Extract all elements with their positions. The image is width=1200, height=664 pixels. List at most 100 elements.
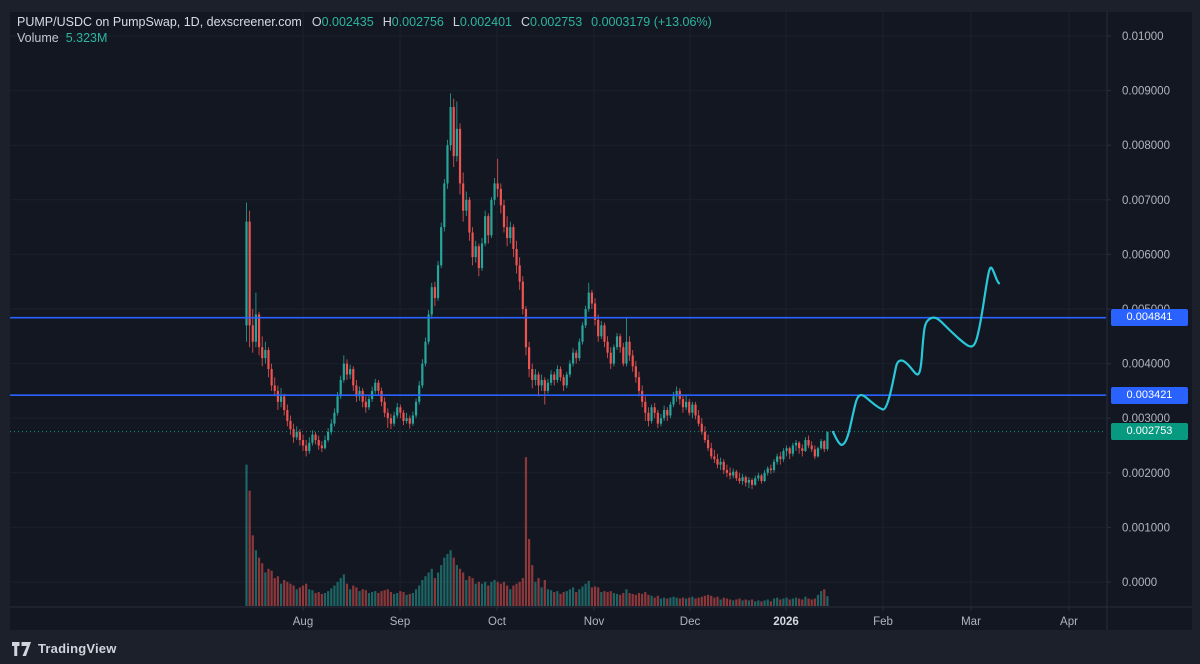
volume-bar — [458, 568, 462, 606]
volume-bar — [722, 597, 725, 606]
volume-bar — [725, 598, 729, 606]
volume-bar — [703, 595, 707, 606]
candle-body — [292, 429, 295, 438]
candle-body — [663, 410, 666, 419]
candle-body — [625, 341, 628, 364]
time-axis-scale[interactable]: Aug Sep Oct Nov Dec 2026 Feb Mar Apr — [293, 607, 1078, 628]
candle-body — [772, 461, 776, 471]
current-price-tag: 0.002753 — [1111, 423, 1188, 441]
candle-body — [744, 477, 747, 483]
volume-bar — [713, 597, 716, 606]
candle-body — [813, 449, 816, 457]
candle-body — [392, 415, 396, 424]
candle-body — [374, 382, 377, 391]
volume-bar — [641, 593, 644, 606]
candle-body — [669, 404, 672, 416]
candle-body — [389, 418, 393, 424]
candle-body — [798, 442, 801, 449]
candle-body — [264, 349, 267, 359]
volume-bar — [471, 578, 474, 606]
tradingview-attribution[interactable]: TradingView — [12, 641, 117, 656]
candle-body — [587, 292, 590, 309]
ohlc-value: 0.002756 — [391, 15, 444, 29]
volume-value: 5.323M — [65, 31, 108, 45]
volume-bar — [571, 587, 575, 606]
volume-bar — [283, 579, 286, 606]
volume-bar — [308, 589, 311, 606]
legend-row-volume: Volume 5.323M — [17, 31, 712, 46]
volume-bar — [540, 587, 543, 606]
candle-body — [615, 336, 619, 348]
volume-bar — [292, 585, 295, 606]
candle-body — [295, 431, 298, 438]
price-chart-canvas[interactable]: 0.01000 0.009000 0.008000 0.007000 0.006000 0… — [10, 12, 1192, 630]
candle-body — [641, 390, 644, 402]
volume-bar — [556, 591, 559, 606]
candle-body — [788, 448, 791, 454]
volume-bar — [782, 598, 785, 606]
candles — [245, 93, 829, 490]
candle-body — [248, 221, 251, 326]
candle-body — [546, 382, 550, 391]
volume-bar — [788, 599, 791, 606]
volume-bar — [264, 572, 267, 606]
candle-body — [603, 325, 606, 342]
candle-body — [779, 456, 782, 460]
candle-body — [688, 401, 691, 413]
candle-body — [455, 128, 458, 157]
candle-body — [358, 390, 361, 397]
volume-bar — [320, 593, 323, 606]
candle-body — [314, 434, 317, 441]
candle-body — [653, 407, 656, 413]
candle-body — [436, 265, 440, 299]
candle-body — [619, 336, 622, 348]
volume-bar — [355, 587, 358, 606]
candle-body — [719, 461, 722, 465]
volume-bar — [493, 579, 496, 606]
volume-bar — [612, 592, 615, 606]
ohlc-key: L — [452, 15, 460, 29]
volume-bar — [706, 594, 710, 606]
candle-body — [311, 434, 314, 443]
volume-bar — [791, 598, 794, 606]
volume-bar — [750, 599, 754, 606]
volume-bar — [681, 597, 685, 606]
candle-body — [330, 423, 333, 432]
volume-bar — [747, 600, 750, 606]
candle-body — [757, 475, 760, 479]
volume-bar — [465, 579, 468, 606]
volume-bar — [490, 581, 493, 606]
volume-bar — [377, 592, 380, 606]
volume-bar — [383, 590, 386, 606]
projection-drawing-line[interactable] — [831, 266, 1001, 446]
candle-body — [559, 369, 562, 378]
volume-bar — [443, 557, 446, 606]
tradingview-logo-icon — [12, 641, 31, 656]
volume-bar — [333, 585, 336, 606]
volume-bar — [697, 597, 700, 606]
volume-bar — [411, 592, 415, 606]
volume-bar — [672, 596, 675, 606]
volume-bar — [593, 586, 597, 606]
volume-bar — [474, 583, 477, 606]
volume-bar — [345, 583, 349, 606]
volume-bar — [631, 593, 634, 606]
ohlc-value: 0.002753 — [530, 15, 583, 29]
candle-body — [317, 440, 320, 446]
volume-bar — [462, 572, 465, 606]
volume-bar — [659, 598, 663, 606]
candle-body — [531, 369, 534, 380]
volume-bar — [311, 590, 314, 606]
candle-body — [575, 352, 578, 359]
time-axis-label: Apr — [1060, 616, 1078, 628]
candle-body — [327, 431, 330, 441]
volume-bar — [716, 596, 719, 606]
volume-bar — [276, 576, 279, 606]
ohlc-key: O — [311, 15, 322, 29]
volume-bar — [455, 565, 458, 606]
volume-bar — [559, 593, 562, 606]
candle-body — [741, 477, 744, 481]
candle-body — [261, 347, 264, 359]
candle-body — [681, 399, 685, 408]
candle-body — [414, 401, 418, 416]
